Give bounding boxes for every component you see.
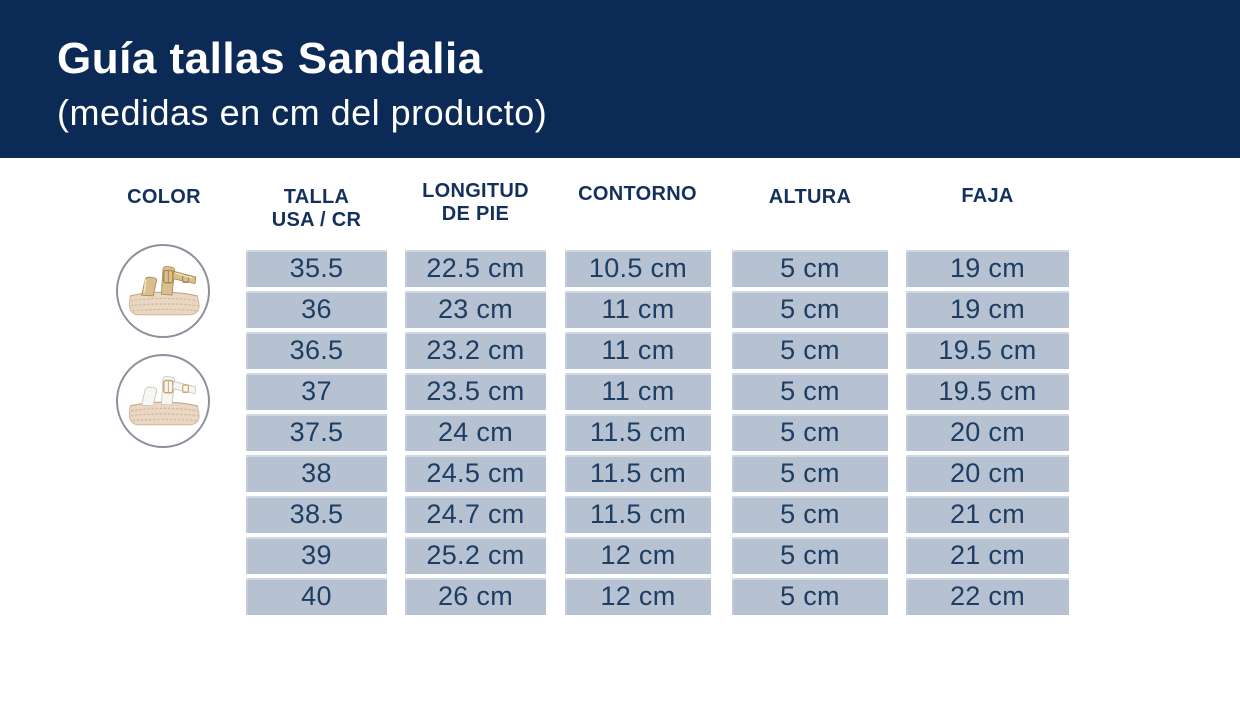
table-cell: 26 cm xyxy=(405,578,546,615)
column-header-altura-label: ALTURA xyxy=(768,186,852,208)
color-variant-gold xyxy=(116,244,210,338)
table-cell: 38 xyxy=(246,455,387,492)
table-cell: 5 cm xyxy=(732,332,888,369)
table-cell: 24.5 cm xyxy=(405,455,546,492)
column-header-talla-usa-cr: TALLA USA / CR xyxy=(236,186,397,232)
table-cell: 5 cm xyxy=(732,291,888,328)
column-header-contorno: CONTORNO xyxy=(557,183,718,206)
table-cell: 40 xyxy=(246,578,387,615)
column-header-color-label: COLOR xyxy=(127,186,201,208)
table-cell: 22.5 cm xyxy=(405,250,546,287)
table-cell: 19 cm xyxy=(906,291,1069,328)
table-cell: 5 cm xyxy=(732,250,888,287)
column-faja: 19 cm 19 cm 19.5 cm 19.5 cm 20 cm 20 cm … xyxy=(906,250,1069,615)
column-longitud-de-pie: 22.5 cm 23 cm 23.2 cm 23.5 cm 24 cm 24.5… xyxy=(405,250,546,615)
table-cell: 23.5 cm xyxy=(405,373,546,410)
column-talla-usa-cr: 35.5 36 36.5 37 37.5 38 38.5 39 40 xyxy=(246,250,387,615)
table-cell: 36 xyxy=(246,291,387,328)
table-cell: 19 cm xyxy=(906,250,1069,287)
column-header-talla-line2: USA / CR xyxy=(271,209,362,231)
table-cell: 5 cm xyxy=(732,496,888,533)
column-header-talla-line1: TALLA xyxy=(283,186,350,208)
table-cell: 19.5 cm xyxy=(906,373,1069,410)
table-cell: 38.5 xyxy=(246,496,387,533)
table-cell: 11.5 cm xyxy=(565,455,711,492)
page-subtitle: (medidas en cm del producto) xyxy=(57,92,548,133)
table-cell: 20 cm xyxy=(906,414,1069,451)
table-cell: 19.5 cm xyxy=(906,332,1069,369)
table-cell: 37.5 xyxy=(246,414,387,451)
table-cell: 10.5 cm xyxy=(565,250,711,287)
column-header-altura: ALTURA xyxy=(730,186,890,209)
table-cell: 35.5 xyxy=(246,250,387,287)
header-band: Guía tallas Sandalia (medidas en cm del … xyxy=(0,0,1240,158)
page-title: Guía tallas Sandalia xyxy=(57,34,483,83)
table-cell: 23 cm xyxy=(405,291,546,328)
table-cell: 20 cm xyxy=(906,455,1069,492)
column-header-color: COLOR xyxy=(104,186,224,209)
table-cell: 11.5 cm xyxy=(565,414,711,451)
table-cell: 11.5 cm xyxy=(565,496,711,533)
table-cell: 11 cm xyxy=(565,291,711,328)
table-cell: 5 cm xyxy=(732,414,888,451)
table-cell: 5 cm xyxy=(732,455,888,492)
white-sandal-image xyxy=(128,375,200,426)
table-cell: 21 cm xyxy=(906,496,1069,533)
column-header-longitud-line2: DE PIE xyxy=(441,203,510,225)
table-cell: 21 cm xyxy=(906,537,1069,574)
column-header-faja-label: FAJA xyxy=(961,185,1014,207)
table-cell: 5 cm xyxy=(732,373,888,410)
table-cell: 5 cm xyxy=(732,578,888,615)
table-cell: 25.2 cm xyxy=(405,537,546,574)
table-cell: 24.7 cm xyxy=(405,496,546,533)
gold-sandal-image xyxy=(128,265,200,316)
table-cell: 11 cm xyxy=(565,373,711,410)
table-cell: 24 cm xyxy=(405,414,546,451)
table-cell: 37 xyxy=(246,373,387,410)
column-header-longitud-line1: LONGITUD xyxy=(422,180,529,202)
table-cell: 39 xyxy=(246,537,387,574)
table-cell: 11 cm xyxy=(565,332,711,369)
table-cell: 22 cm xyxy=(906,578,1069,615)
column-header-faja: FAJA xyxy=(906,185,1069,208)
table-cell: 5 cm xyxy=(732,537,888,574)
column-header-longitud-de-pie: LONGITUD DE PIE xyxy=(395,180,556,226)
column-altura: 5 cm 5 cm 5 cm 5 cm 5 cm 5 cm 5 cm 5 cm … xyxy=(732,250,888,615)
table-cell: 36.5 xyxy=(246,332,387,369)
table-cell: 12 cm xyxy=(565,578,711,615)
table-cell: 23.2 cm xyxy=(405,332,546,369)
column-contorno: 10.5 cm 11 cm 11 cm 11 cm 11.5 cm 11.5 c… xyxy=(565,250,711,615)
column-header-contorno-label: CONTORNO xyxy=(578,183,697,205)
color-variant-white xyxy=(116,354,210,448)
table-cell: 12 cm xyxy=(565,537,711,574)
